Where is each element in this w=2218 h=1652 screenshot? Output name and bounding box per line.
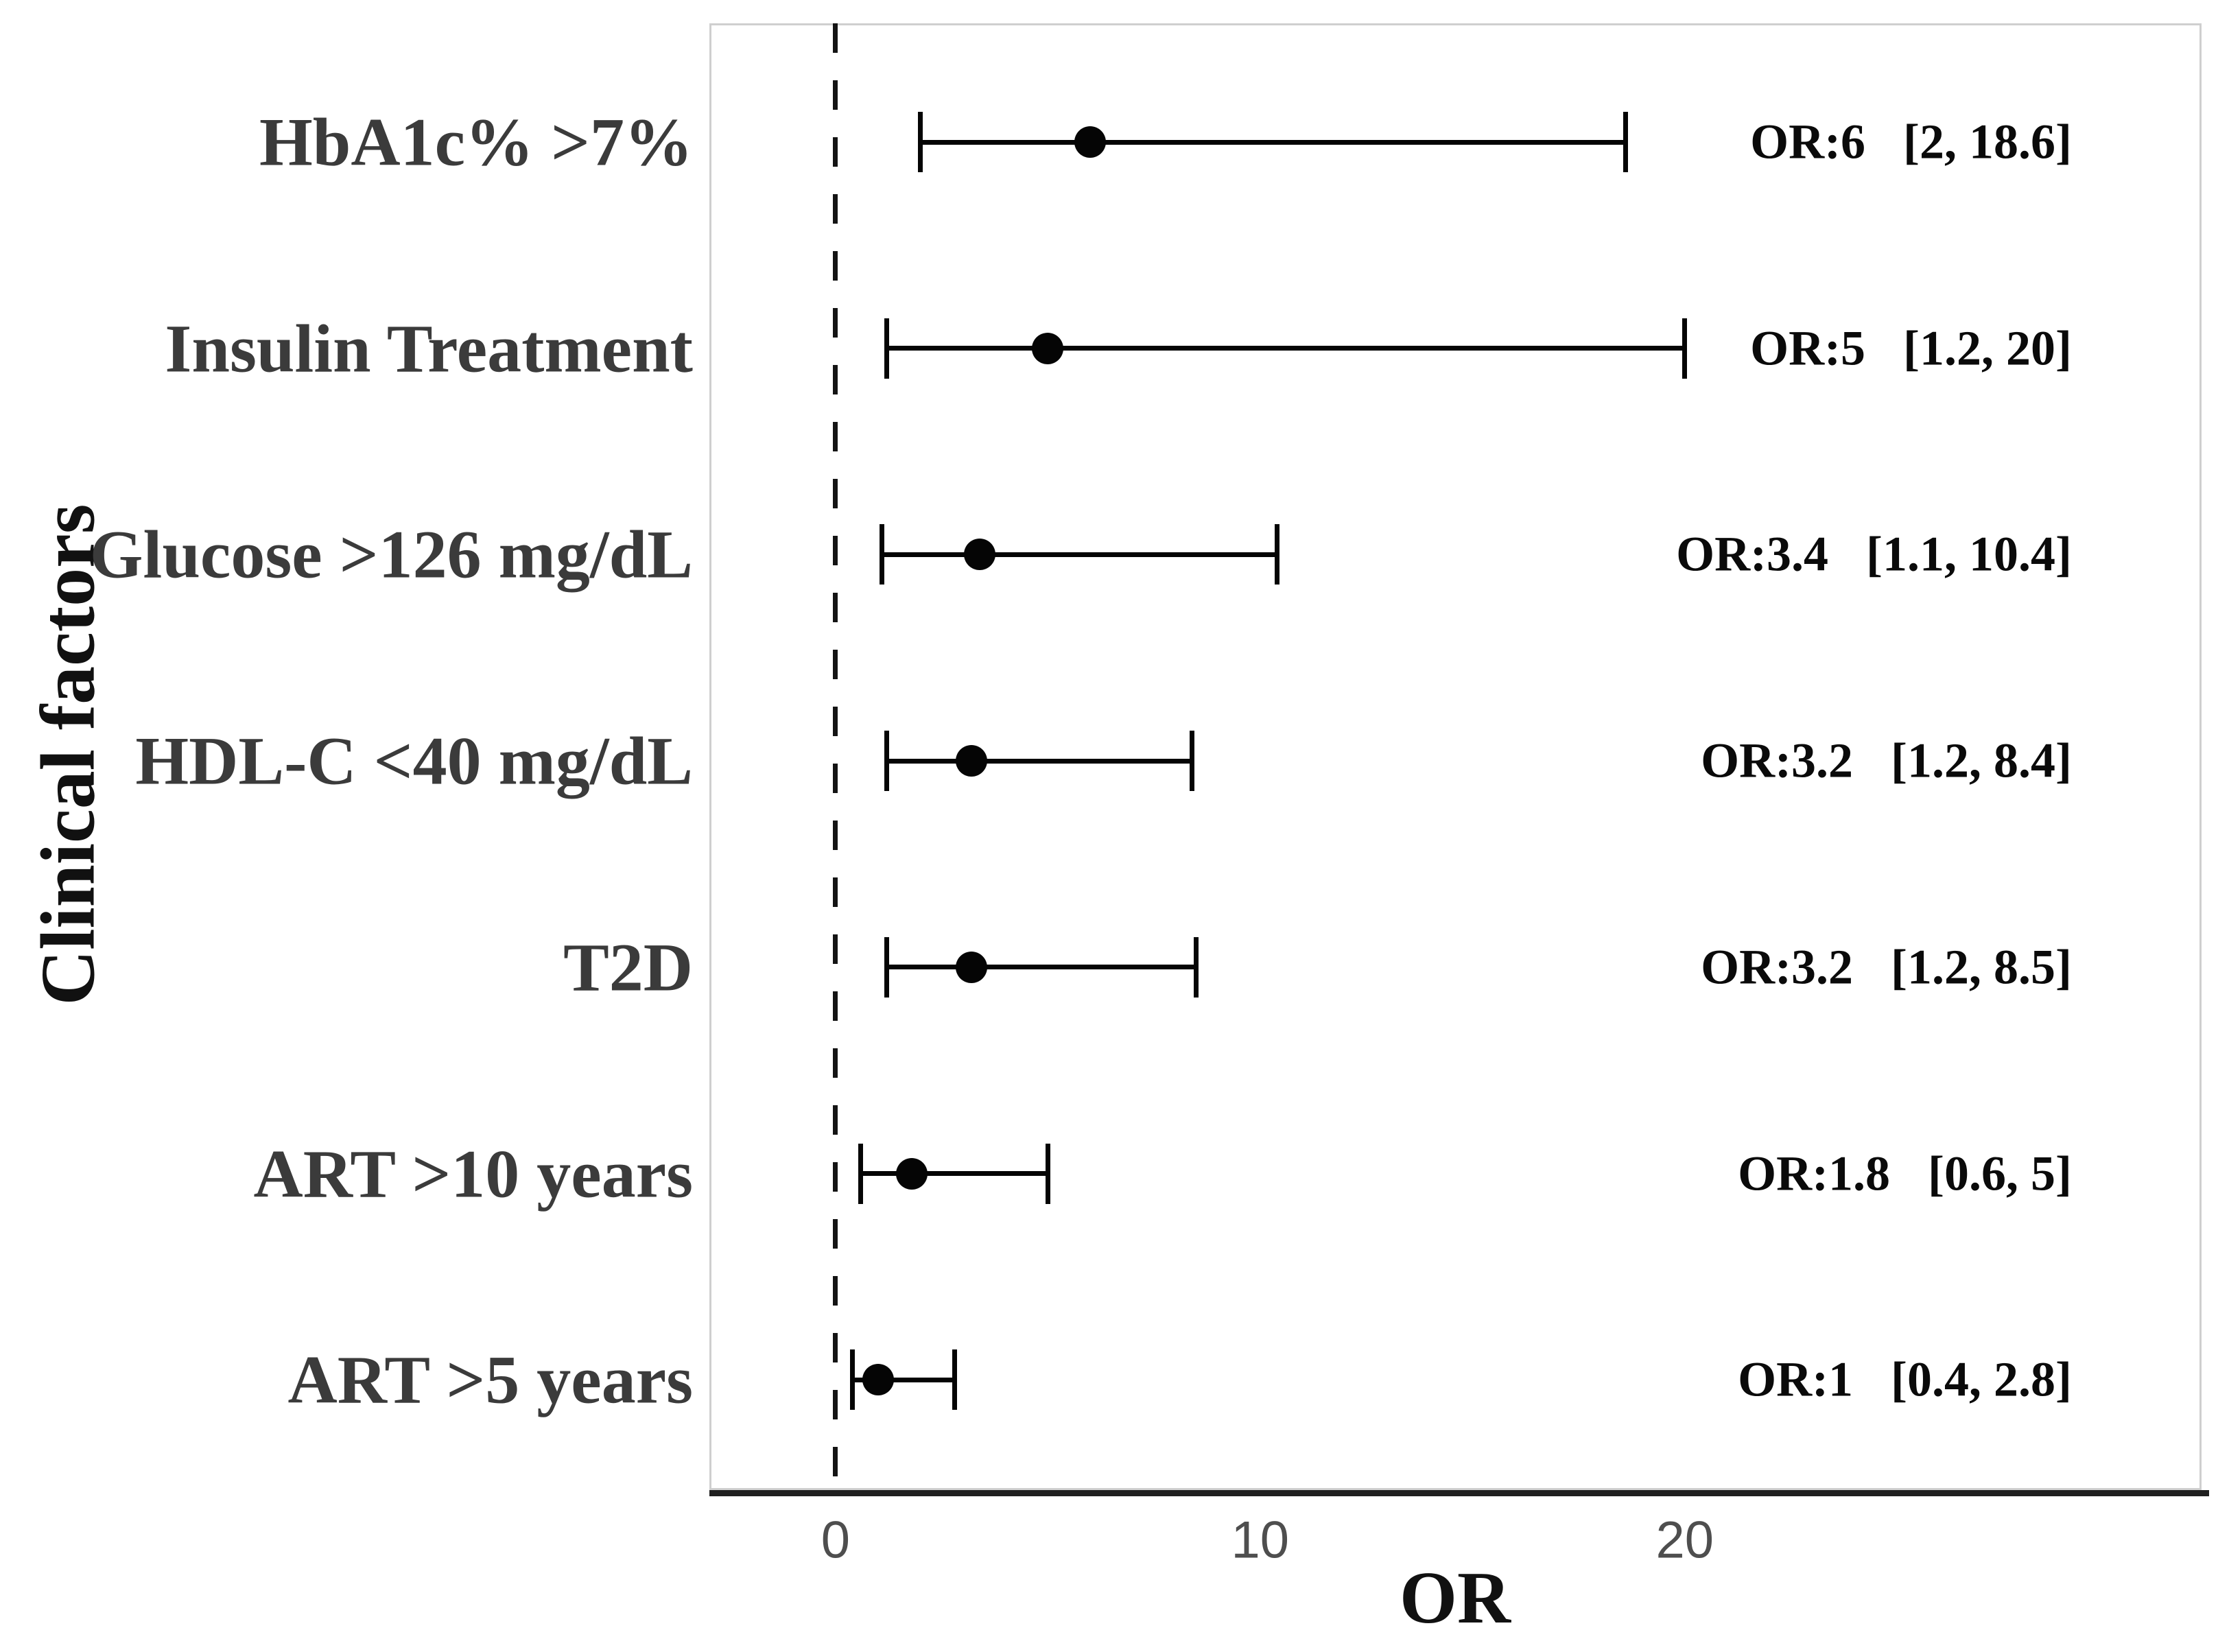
or-annotation: OR:1 [0.4, 2.8]	[1738, 1352, 2072, 1408]
or-value-label: OR:3.2	[1701, 939, 1854, 995]
ci-interval-label: [0.6, 5]	[1928, 1146, 2072, 1201]
ci-cap-low	[858, 1143, 864, 1204]
ci-interval-label: [2, 18.6]	[1903, 114, 2072, 169]
ci-interval-label: [1.2, 8.5]	[1891, 939, 2072, 995]
x-axis-title: OR	[1400, 1557, 1511, 1639]
or-value-label: OR:1.8	[1738, 1146, 1891, 1201]
category-label: HbA1c% >7%	[259, 104, 693, 180]
category-label: Glucose >126 mg/dL	[89, 516, 693, 593]
ci-interval-label: [1.1, 10.4]	[1866, 526, 2072, 582]
ci-cap-low	[918, 112, 923, 172]
or-point	[1032, 332, 1064, 364]
x-axis-line	[709, 1490, 2209, 1496]
ci-cap-low	[880, 524, 885, 585]
x-tick-label: 0	[821, 1511, 850, 1570]
ci-interval-label: [1.2, 8.4]	[1891, 733, 2072, 788]
ci-whisker-line	[882, 552, 1277, 557]
ci-whisker-line	[920, 139, 1626, 145]
or-point	[955, 745, 987, 777]
category-label: ART >5 years	[287, 1341, 693, 1418]
ci-cap-low	[884, 936, 889, 998]
ci-whisker-line	[852, 1377, 955, 1382]
or-annotation: OR:6 [2, 18.6]	[1750, 114, 2072, 171]
or-point	[896, 1157, 928, 1190]
ci-interval-label: [1.2, 20]	[1903, 320, 2072, 376]
ci-cap-high	[1045, 1143, 1050, 1204]
or-value-label: OR:3.2	[1701, 733, 1854, 788]
zero-reference-line	[833, 23, 838, 1490]
or-point	[1074, 126, 1107, 158]
ci-whisker-line	[886, 758, 1192, 764]
ci-cap-high	[952, 1349, 957, 1411]
category-label: Insulin Treatment	[165, 310, 693, 387]
ci-whisker-line	[886, 346, 1685, 351]
ci-cap-high	[1194, 936, 1199, 998]
ci-cap-low	[850, 1349, 856, 1411]
or-value-label: OR:6	[1750, 114, 1866, 169]
or-value-label: OR:1	[1738, 1352, 1854, 1407]
category-label: T2D	[563, 929, 693, 1006]
or-annotation: OR:3.2 [1.2, 8.5]	[1701, 939, 2072, 995]
or-annotation: OR:5 [1.2, 20]	[1750, 320, 2072, 377]
ci-cap-high	[1275, 524, 1280, 585]
or-annotation: OR:1.8 [0.6, 5]	[1738, 1145, 2072, 1202]
ci-interval-label: [0.4, 2.8]	[1891, 1352, 2072, 1407]
or-annotation: OR:3.2 [1.2, 8.4]	[1701, 733, 2072, 790]
plot-panel	[709, 23, 2202, 1490]
ci-cap-high	[1190, 731, 1195, 792]
ci-cap-high	[1682, 318, 1688, 379]
ci-whisker-line	[886, 965, 1196, 970]
category-label: HDL-C <40 mg/dL	[135, 722, 693, 799]
or-value-label: OR:5	[1750, 320, 1866, 376]
x-tick-label: 10	[1231, 1511, 1290, 1570]
or-annotation: OR:3.4 [1.1, 10.4]	[1676, 526, 2072, 583]
x-tick-label: 20	[1655, 1511, 1714, 1570]
ci-cap-low	[884, 731, 889, 792]
ci-whisker-line	[860, 1171, 1048, 1176]
or-point	[964, 539, 996, 571]
ci-cap-low	[884, 318, 889, 379]
or-point	[955, 951, 987, 983]
ci-cap-high	[1623, 112, 1628, 172]
or-value-label: OR:3.4	[1676, 526, 1829, 582]
or-point	[862, 1364, 894, 1396]
category-label: ART >10 years	[253, 1135, 693, 1212]
